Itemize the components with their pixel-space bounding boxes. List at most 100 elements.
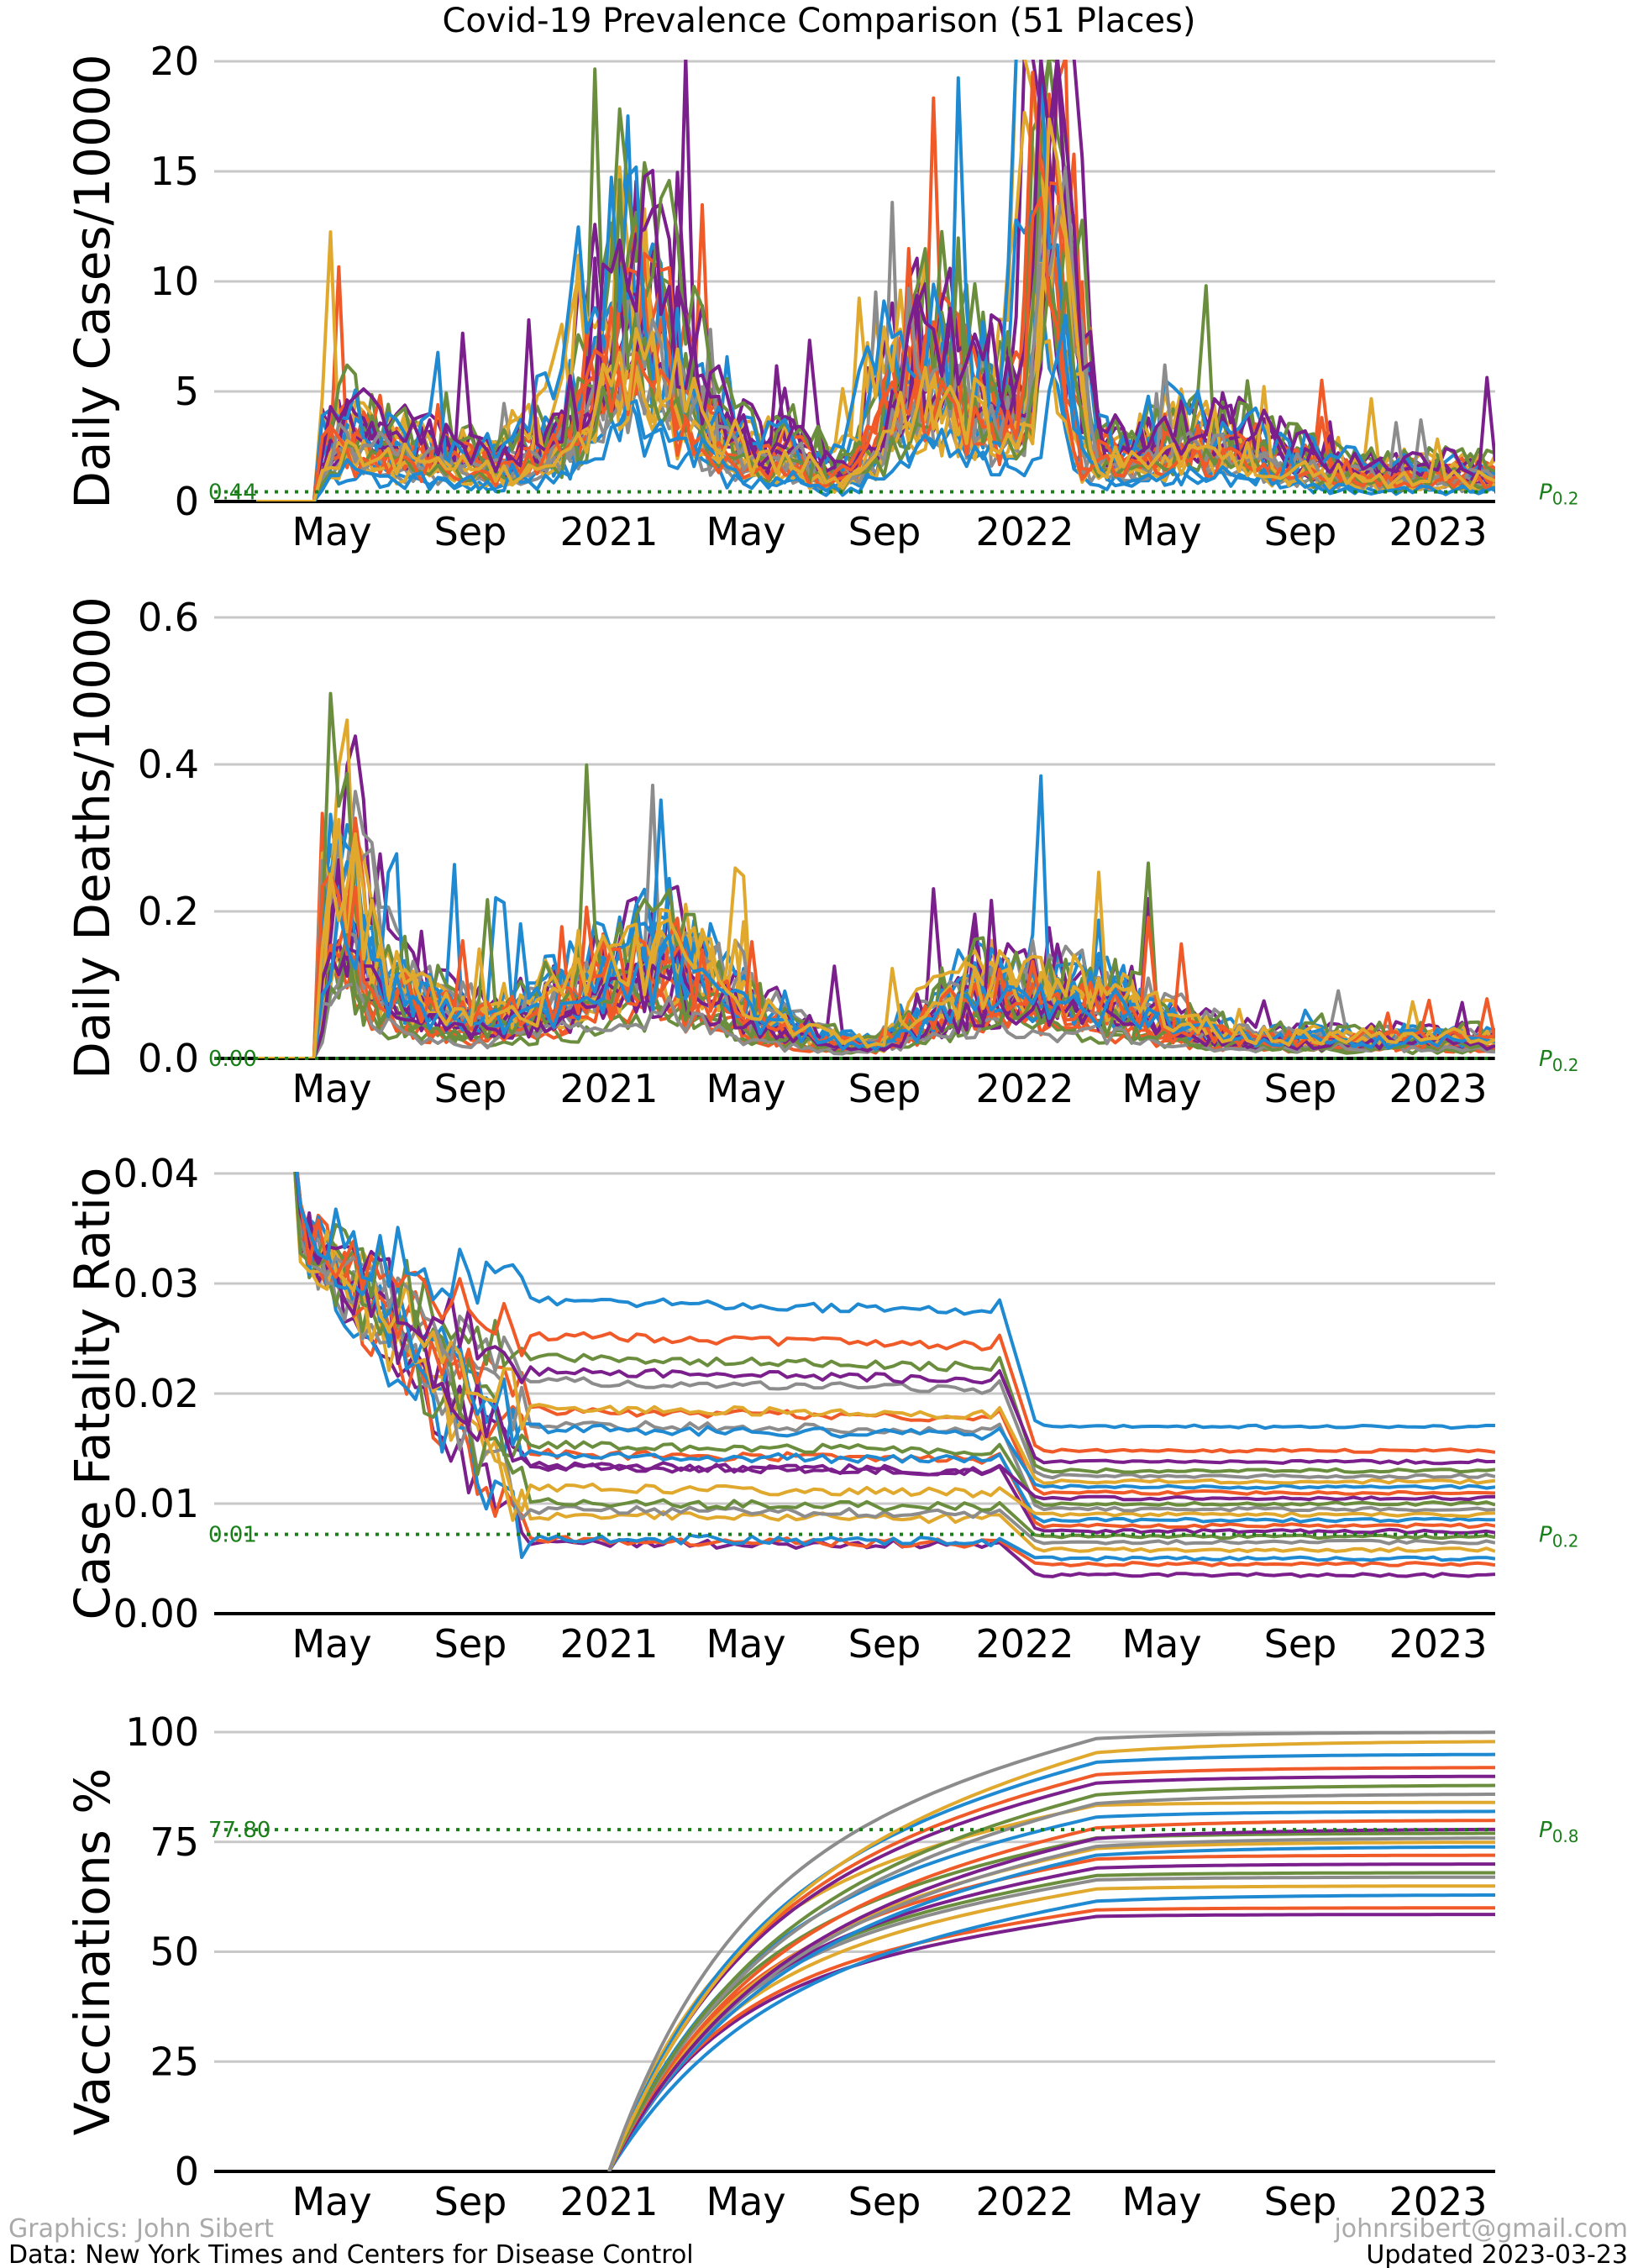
x-tick-label: Sep <box>434 1621 507 1667</box>
y-tick-label: 0.0 <box>138 1036 199 1081</box>
x-tick-label: Sep <box>1264 1066 1337 1111</box>
y-tick-label: 0.01 <box>113 1481 199 1526</box>
percentile-subscript: 0.2 <box>1552 488 1579 508</box>
series-line <box>607 1740 1495 2171</box>
x-tick-label: May <box>706 509 785 554</box>
series-line <box>607 1884 1495 2171</box>
y-tick-label: 0.2 <box>138 889 199 934</box>
series-line <box>256 60 1495 501</box>
y-tick-label: 100 <box>125 1709 199 1755</box>
y-tick-label: 0.02 <box>113 1371 199 1416</box>
y-tick-label: 10 <box>150 259 199 304</box>
percentile-label: P0.2 <box>1539 1523 1579 1551</box>
x-tick-label: May <box>291 2179 371 2224</box>
x-tick-label: May <box>1121 509 1201 554</box>
series-line <box>295 1172 1495 1431</box>
percentile-label: P0.2 <box>1539 480 1579 508</box>
y-tick-label: 0 <box>175 2149 199 2194</box>
y-tick-label: 0.00 <box>113 1591 199 1636</box>
series-line <box>607 1893 1495 2171</box>
x-tick-label: 2023 <box>1389 2179 1487 2224</box>
series-group <box>256 691 1495 1058</box>
y-axis-label: Daily Deaths/10000 <box>64 596 121 1079</box>
y-tick-label: 0.03 <box>113 1261 199 1306</box>
series-line <box>607 1793 1495 2171</box>
x-tick-label: May <box>1121 2179 1201 2224</box>
series-line <box>256 117 1495 501</box>
cases-panel: 0 5 10 15 20 May Sep 2021 May Sep 2022 May Sep 2023 Da… <box>64 39 1579 554</box>
percentile-subscript: 0.2 <box>1552 1055 1579 1075</box>
reference-value-label: 0.00 <box>208 1047 257 1072</box>
series-line <box>607 1774 1495 2171</box>
x-tick-label: 2021 <box>559 1621 658 1667</box>
x-tick-label: May <box>706 2179 785 2224</box>
series-line <box>256 840 1495 1058</box>
x-tick-label: Sep <box>1264 2179 1337 2224</box>
y-tick-label: 25 <box>150 2039 199 2084</box>
x-tick-label: Sep <box>848 2179 921 2224</box>
x-tick-label: Sep <box>434 509 507 554</box>
x-tick-label: 2022 <box>975 1066 1074 1111</box>
series-line <box>607 1845 1495 2171</box>
series-line <box>293 1172 1495 1474</box>
series-line <box>607 1783 1495 2171</box>
cfr-panel: 0.00 0.01 0.02 0.03 0.04 May Sep 2021 May Sep 2022… <box>64 1151 1579 1667</box>
x-tick-label: Sep <box>1264 1621 1337 1667</box>
y-axis-label: Daily Cases/10000 <box>64 54 121 508</box>
x-tick-label: 2023 <box>1389 1066 1487 1111</box>
updated-date: Updated 2023-03-23 <box>1366 2240 1628 2268</box>
percentile-subscript: 0.2 <box>1552 1531 1579 1551</box>
x-tick-label: Sep <box>434 2179 507 2224</box>
series-line <box>607 1730 1495 2171</box>
percentile-subscript: 0.8 <box>1552 1826 1579 1846</box>
y-tick-label: 0.04 <box>113 1151 199 1196</box>
series-group <box>256 60 1495 501</box>
x-tick-label: 2022 <box>975 1621 1074 1667</box>
y-tick-label: 20 <box>150 39 199 84</box>
series-line <box>256 60 1495 501</box>
y-axis-label: Case Fatality Ratio <box>64 1168 121 1620</box>
y-tick-label: 75 <box>150 1819 199 1865</box>
x-tick-label: Sep <box>848 1066 921 1111</box>
series-line <box>293 1172 1495 1480</box>
x-tick-label: May <box>1121 1621 1201 1667</box>
reference-value-label: 77.80 <box>208 1818 270 1843</box>
series-line <box>256 832 1495 1058</box>
series-line <box>295 1172 1495 1454</box>
vaccinations-panel: 0 25 50 75 100 May Sep 2021 May Sep 2022 May Sep 2023… <box>64 1709 1579 2224</box>
series-line <box>293 1172 1495 1485</box>
percentile-label: P0.8 <box>1539 1818 1579 1846</box>
deaths-panel: 0.0 0.2 0.4 0.6 May Sep 2021 May Sep 2022 May Sep 20… <box>64 595 1579 1111</box>
series-line <box>607 1853 1495 2171</box>
series-line <box>294 1172 1495 1541</box>
x-tick-label: May <box>291 1066 371 1111</box>
series-line <box>294 1172 1495 1546</box>
reference-value-label: 0.01 <box>208 1523 257 1548</box>
x-tick-label: 2023 <box>1389 509 1487 554</box>
x-tick-label: Sep <box>848 509 921 554</box>
series-line <box>607 1913 1495 2171</box>
x-tick-label: Sep <box>848 1621 921 1667</box>
x-tick-label: May <box>1121 1066 1201 1111</box>
figure-title: Covid-19 Prevalence Comparison (51 Place… <box>442 2 1195 40</box>
percentile-label: P0.2 <box>1539 1047 1579 1075</box>
y-axis-label: Vaccinations % <box>64 1768 121 2136</box>
series-line <box>293 1172 1495 1562</box>
y-tick-label: 15 <box>150 149 199 194</box>
x-tick-label: 2021 <box>559 509 658 554</box>
x-tick-label: Sep <box>1264 509 1337 554</box>
series-line <box>607 1819 1495 2171</box>
series-line <box>295 1172 1495 1466</box>
x-tick-label: 2021 <box>559 1066 658 1111</box>
series-line <box>607 1752 1495 2171</box>
series-group <box>293 1172 1495 1578</box>
series-line <box>256 71 1495 501</box>
reference-value-label: 0.44 <box>208 480 257 505</box>
x-tick-label: May <box>706 1066 785 1111</box>
series-line <box>607 1827 1495 2171</box>
y-tick-label: 0 <box>175 479 199 524</box>
series-group <box>607 1730 1495 2171</box>
credit-right: johnrsibert@gmail.com <box>1333 2214 1628 2244</box>
x-tick-label: Sep <box>434 1066 507 1111</box>
